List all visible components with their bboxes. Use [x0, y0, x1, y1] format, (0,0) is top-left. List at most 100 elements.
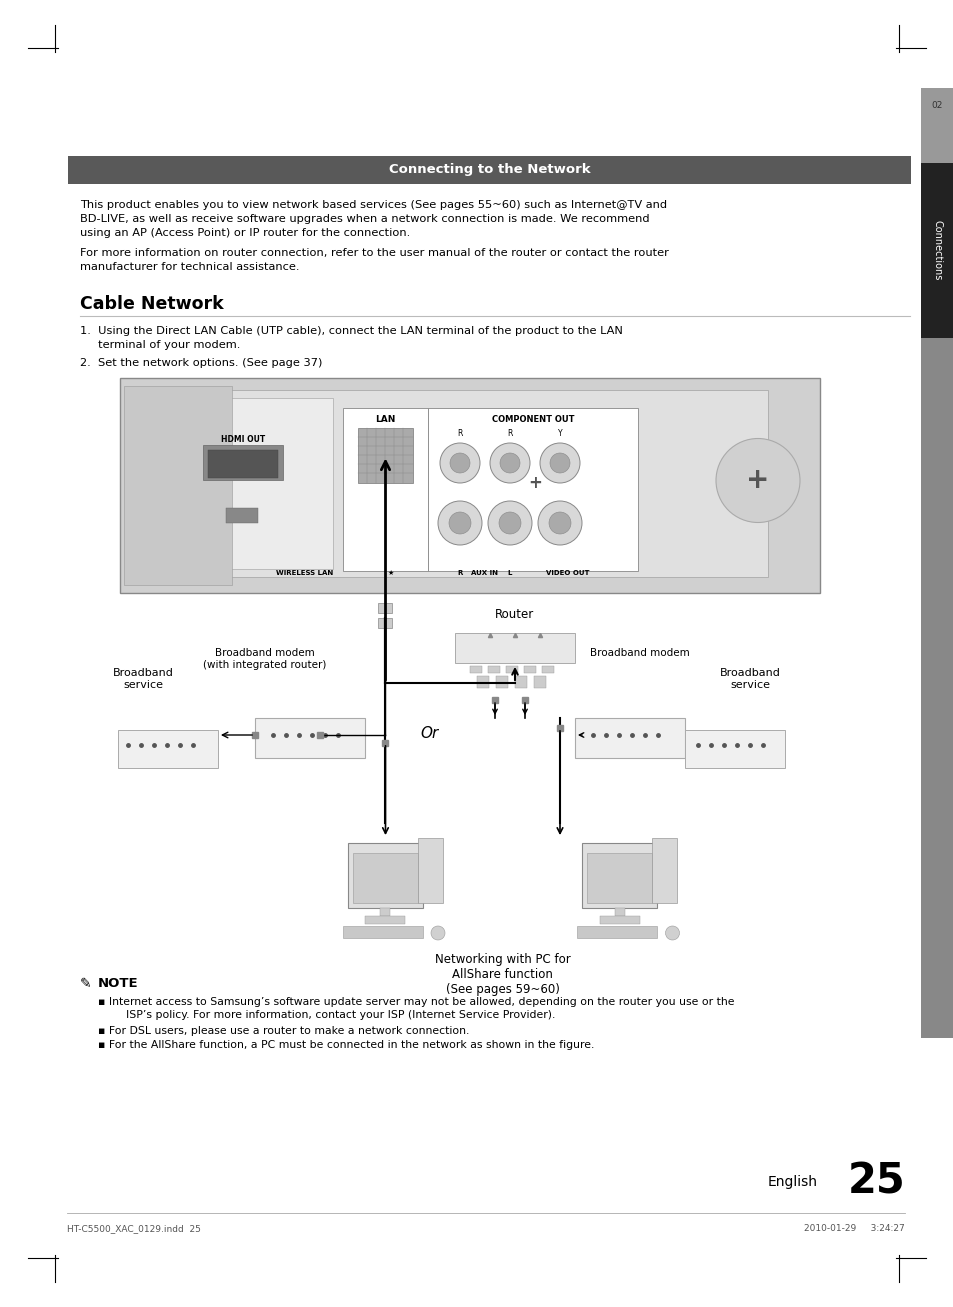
Circle shape: [550, 454, 569, 473]
Text: ▪ For DSL users, please use a router to make a network connection.: ▪ For DSL users, please use a router to …: [98, 1026, 469, 1036]
Text: ✎: ✎: [80, 978, 91, 991]
Text: English: English: [767, 1175, 817, 1189]
Text: +: +: [528, 474, 541, 491]
Bar: [132, 399, 333, 569]
Text: BD-LIVE, as well as receive software upgrades when a network connection is made.: BD-LIVE, as well as receive software upg…: [80, 214, 649, 223]
Circle shape: [716, 439, 800, 523]
Bar: [357, 427, 413, 484]
Text: 2010-01-29     3:24:27: 2010-01-29 3:24:27: [803, 1223, 904, 1233]
Text: HT-C5500_XAC_0129.indd  25: HT-C5500_XAC_0129.indd 25: [67, 1223, 201, 1233]
Bar: [208, 450, 277, 478]
Bar: [582, 843, 657, 908]
Bar: [378, 618, 392, 627]
Circle shape: [665, 925, 679, 940]
Circle shape: [450, 454, 470, 473]
Bar: [118, 731, 218, 769]
Text: Broadband
service: Broadband service: [719, 668, 780, 690]
Bar: [541, 667, 554, 673]
Bar: [378, 603, 392, 613]
Text: ★: ★: [387, 570, 394, 576]
Bar: [652, 838, 677, 903]
Bar: [203, 444, 283, 480]
Bar: [488, 667, 499, 673]
Bar: [523, 667, 536, 673]
Text: R: R: [456, 570, 462, 576]
Text: COMPONENT OUT: COMPONENT OUT: [491, 416, 574, 425]
Text: 02: 02: [931, 102, 943, 111]
Bar: [496, 676, 507, 687]
Text: Broadband modem: Broadband modem: [590, 648, 689, 657]
Bar: [68, 156, 910, 184]
Bar: [476, 676, 489, 687]
Bar: [920, 163, 953, 339]
Text: +: +: [745, 467, 769, 494]
Bar: [577, 925, 657, 938]
Circle shape: [431, 925, 444, 940]
Circle shape: [548, 512, 571, 535]
Circle shape: [537, 501, 581, 545]
Circle shape: [439, 443, 479, 484]
Text: 1.  Using the Direct LAN Cable (UTP cable), connect the LAN terminal of the prod: 1. Using the Direct LAN Cable (UTP cable…: [80, 325, 622, 336]
Circle shape: [490, 443, 530, 484]
Text: This product enables you to view network based services (See pages 55~60) such a: This product enables you to view network…: [80, 200, 666, 210]
Bar: [226, 508, 257, 523]
Text: R: R: [507, 430, 512, 439]
Circle shape: [437, 501, 481, 545]
Bar: [505, 667, 517, 673]
Circle shape: [449, 512, 471, 535]
Text: L: L: [507, 570, 512, 576]
Bar: [920, 339, 953, 1038]
Text: LAN: LAN: [375, 416, 395, 425]
Text: Broadband
service: Broadband service: [112, 668, 173, 690]
Text: VIDEO OUT: VIDEO OUT: [546, 570, 589, 576]
Text: AUX IN: AUX IN: [471, 570, 498, 576]
Bar: [348, 843, 422, 908]
Circle shape: [499, 454, 519, 473]
Text: manufacturer for technical assistance.: manufacturer for technical assistance.: [80, 261, 299, 272]
Text: terminal of your modem.: terminal of your modem.: [80, 340, 240, 350]
Circle shape: [539, 443, 579, 484]
Bar: [128, 389, 767, 576]
Bar: [353, 853, 417, 903]
Text: 2.  Set the network options. (See page 37): 2. Set the network options. (See page 37…: [80, 358, 322, 369]
Bar: [615, 908, 624, 916]
Text: NOTE: NOTE: [98, 978, 138, 989]
Text: WIRELESS LAN: WIRELESS LAN: [275, 570, 333, 576]
Text: Broadband modem
(with integrated router): Broadband modem (with integrated router): [203, 648, 326, 669]
Bar: [120, 378, 820, 593]
Text: Networking with PC for
AllShare function
(See pages 59~60): Networking with PC for AllShare function…: [435, 953, 570, 996]
Text: For more information on router connection, refer to the user manual of the route: For more information on router connectio…: [80, 248, 668, 257]
Bar: [575, 718, 684, 758]
Bar: [534, 676, 545, 687]
Circle shape: [488, 501, 532, 545]
Text: ▪ For the AllShare function, a PC must be connected in the network as shown in t: ▪ For the AllShare function, a PC must b…: [98, 1040, 594, 1050]
Circle shape: [498, 512, 520, 535]
Text: HDMI OUT: HDMI OUT: [221, 435, 265, 444]
Bar: [254, 718, 365, 758]
Bar: [417, 838, 442, 903]
Text: Router: Router: [495, 608, 534, 621]
Text: Y: Y: [558, 430, 561, 439]
Bar: [380, 908, 390, 916]
Text: Or: Or: [420, 725, 438, 741]
Bar: [343, 925, 422, 938]
Bar: [587, 853, 652, 903]
Text: R: R: [456, 430, 462, 439]
Text: ▪ Internet access to Samsung’s software update server may not be allowed, depend: ▪ Internet access to Samsung’s software …: [98, 997, 734, 1006]
Bar: [684, 731, 784, 769]
Bar: [124, 386, 232, 586]
Bar: [920, 88, 953, 163]
Bar: [470, 667, 481, 673]
Text: 25: 25: [847, 1161, 904, 1202]
Text: Cable Network: Cable Network: [80, 295, 223, 312]
Bar: [428, 408, 638, 571]
Text: Connections: Connections: [931, 221, 942, 281]
Bar: [365, 916, 405, 924]
Text: Connecting to the Network: Connecting to the Network: [388, 163, 590, 176]
Bar: [515, 676, 526, 687]
Text: ISP’s policy. For more information, contact your ISP (Internet Service Provider): ISP’s policy. For more information, cont…: [98, 1010, 555, 1019]
Bar: [455, 633, 575, 663]
Text: using an AP (Access Point) or IP router for the connection.: using an AP (Access Point) or IP router …: [80, 227, 410, 238]
Bar: [599, 916, 639, 924]
Bar: [343, 408, 428, 571]
